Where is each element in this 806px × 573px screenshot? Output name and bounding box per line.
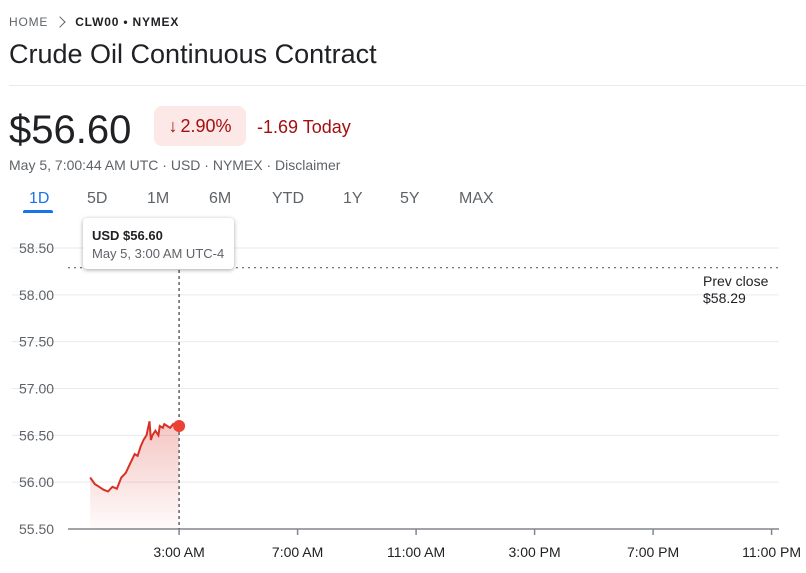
x-tick-label: 7:00 AM (272, 544, 323, 560)
price-tooltip: USD $56.60 May 5, 3:00 AM UTC-4 (83, 218, 234, 269)
tab-1m[interactable]: 1M (147, 190, 170, 207)
x-tick-label: 11:00 AM (387, 544, 445, 560)
header-divider (9, 85, 806, 86)
prev-close-label: Prev close $58.29 (703, 273, 768, 307)
y-tick-label: 57.50 (19, 334, 54, 350)
y-tick-label: 57.00 (19, 381, 54, 397)
x-tick-label: 3:00 PM (509, 544, 561, 560)
price-area (90, 421, 180, 529)
y-tick-label: 56.50 (19, 427, 54, 443)
y-tick-label: 56.00 (19, 474, 54, 490)
tab-5y[interactable]: 5Y (400, 190, 420, 207)
quote-meta: May 5, 7:00:44 AM UTC · USD · NYMEX · Di… (9, 157, 341, 173)
tab-6m[interactable]: 6M (209, 190, 232, 207)
page-title: Crude Oil Continuous Contract (9, 39, 377, 69)
change-percent-value: 2.90% (180, 115, 232, 136)
current-price-marker[interactable] (173, 419, 186, 432)
x-tick-label: 7:00 PM (627, 544, 679, 560)
prev-close-value: $58.29 (703, 290, 746, 306)
current-price: $56.60 (9, 108, 132, 152)
x-tick-label: 11:00 PM (742, 544, 801, 560)
change-percent-badge: ↓ 2.90% (154, 106, 246, 146)
price-line-series (89, 421, 180, 493)
breadcrumb-home-link[interactable]: HOME (9, 15, 49, 29)
breadcrumb: HOME CLW00 • NYMEX (9, 15, 179, 29)
tooltip-price: USD $56.60 (92, 228, 163, 243)
tooltip-time: May 5, 3:00 AM UTC-4 (92, 246, 225, 261)
tab-1y[interactable]: 1Y (343, 190, 363, 207)
prev-close-title: Prev close (703, 273, 769, 289)
tab-5d[interactable]: 5D (87, 190, 108, 207)
arrow-down-icon: ↓ (168, 115, 178, 136)
tab-1d[interactable]: 1D (29, 190, 50, 207)
tab-max[interactable]: MAX (459, 190, 494, 207)
breadcrumb-current: CLW00 • NYMEX (75, 15, 180, 29)
active-tab-indicator (23, 210, 53, 213)
change-today: -1.69 Today (257, 117, 351, 137)
tab-ytd[interactable]: YTD (272, 190, 304, 207)
y-tick-label: 58.50 (19, 240, 54, 256)
x-tick-label: 3:00 AM (153, 544, 204, 560)
y-tick-label: 55.50 (19, 521, 54, 537)
y-tick-label: 58.00 (19, 287, 54, 303)
